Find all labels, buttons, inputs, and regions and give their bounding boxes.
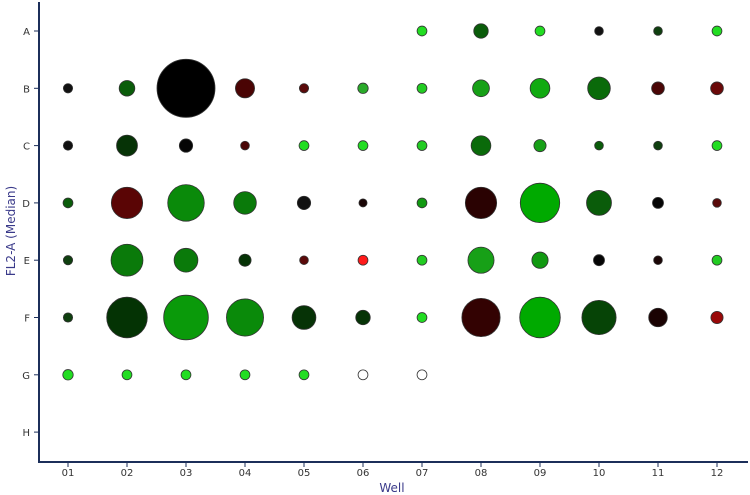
bubble-F08 [461, 297, 501, 338]
bubble-E09 [531, 251, 549, 269]
x-tick-label: 08 [475, 468, 488, 479]
bubble-B04 [235, 78, 255, 99]
x-axis-title: Well [379, 481, 404, 495]
y-tick-label: C [23, 142, 30, 153]
bubble-E08 [467, 246, 495, 274]
bubble-A08 [473, 23, 489, 39]
bubble-C10 [594, 140, 604, 151]
bubble-D11 [652, 196, 664, 209]
y-axis-title: FL2-A (Median) [4, 186, 18, 276]
bubble-B07 [416, 82, 428, 94]
bubble-B02 [118, 80, 136, 97]
bubble-B11 [651, 81, 665, 96]
bubble-D03 [167, 184, 205, 222]
bubble-D04 [233, 191, 257, 215]
bubble-B10 [587, 76, 611, 101]
bubble-A09 [534, 25, 546, 37]
bubble-A12 [711, 25, 723, 37]
bubble-E12 [711, 254, 723, 266]
bubble-E04 [238, 253, 252, 267]
y-tick-label: G [22, 371, 30, 382]
bubble-C05 [298, 140, 310, 151]
x-tick-label: 02 [121, 468, 134, 479]
y-tick-layer: A B C D E F G H [22, 27, 39, 439]
x-tick-label: 05 [298, 468, 311, 479]
bubble-D09 [519, 182, 561, 224]
bubble-D01 [62, 197, 74, 209]
bubble-B08 [472, 79, 490, 98]
bubble-C09 [533, 139, 547, 153]
bubble-A11 [653, 26, 663, 36]
bubble-F02 [106, 296, 148, 339]
bubble-E02 [110, 243, 144, 277]
bubble-F06 [355, 309, 371, 326]
y-tick-label: B [23, 84, 30, 95]
x-tick-label: 12 [711, 468, 724, 479]
bubble-D12 [712, 198, 722, 208]
x-tick-label: 09 [534, 468, 547, 479]
bubble-C01 [62, 140, 74, 151]
bubble-C08 [470, 135, 492, 156]
bubble-B01 [62, 83, 74, 94]
bubble-E10 [593, 254, 605, 267]
bubble-E03 [173, 247, 199, 273]
bubble-G01 [62, 369, 74, 381]
bubble-G05 [298, 369, 310, 381]
bubble-E06 [357, 254, 369, 266]
bubble-layer [62, 23, 724, 381]
bubble-A07 [416, 25, 428, 37]
bubble-F05 [291, 305, 317, 330]
bubble-D10 [586, 190, 612, 216]
bubble-C06 [357, 140, 369, 151]
bubble-F12 [710, 311, 724, 324]
bubble-D02 [110, 186, 144, 219]
bubble-F09 [519, 296, 561, 339]
bubble-E07 [416, 254, 428, 266]
bubble-D06 [358, 198, 368, 208]
bubble-C07 [416, 140, 428, 151]
bubble-G02 [121, 369, 133, 381]
y-tick-label: D [22, 199, 30, 210]
x-tick-label: 03 [180, 468, 193, 479]
bubble-A10 [594, 26, 604, 36]
bubble-B09 [529, 78, 551, 99]
bubble-F01 [62, 312, 74, 323]
bubble-C04 [240, 140, 250, 151]
y-tick-label: F [24, 314, 30, 325]
bubble-B03 [156, 58, 216, 118]
bubble-B05 [298, 83, 310, 94]
x-tick-label: 07 [416, 468, 429, 479]
bubble-B12 [710, 81, 724, 96]
bubble-G07 [416, 369, 428, 381]
x-tick-layer: 01 02 03 04 05 06 07 08 09 10 11 12 [62, 462, 724, 479]
x-tick-label: 01 [62, 468, 75, 479]
bubble-G06 [357, 369, 369, 381]
bubble-C02 [116, 134, 138, 157]
bubble-B06 [357, 82, 369, 94]
bubble-G03 [180, 369, 192, 381]
bubble-F03 [163, 294, 209, 341]
x-tick-label: 10 [593, 468, 606, 479]
bubble-D08 [464, 186, 498, 219]
bubble-D07 [416, 197, 428, 209]
bubble-E01 [62, 255, 74, 266]
bubble-D05 [296, 195, 312, 210]
bubble-F10 [581, 299, 617, 336]
x-tick-label: 11 [652, 468, 665, 479]
bubble-F07 [416, 312, 428, 323]
x-tick-label: 06 [357, 468, 370, 479]
y-tick-label: A [23, 27, 30, 38]
bubble-C11 [653, 140, 663, 151]
bubble-C12 [711, 140, 723, 151]
bubble-C03 [178, 138, 194, 153]
bubble-F04 [226, 298, 264, 337]
y-tick-label: E [24, 256, 30, 267]
bubble-F11 [648, 307, 668, 328]
x-tick-label: 04 [239, 468, 252, 479]
bubble-E05 [299, 255, 309, 265]
bubble-E11 [653, 255, 663, 265]
bubble-G04 [239, 369, 251, 381]
y-tick-label: H [22, 428, 30, 439]
